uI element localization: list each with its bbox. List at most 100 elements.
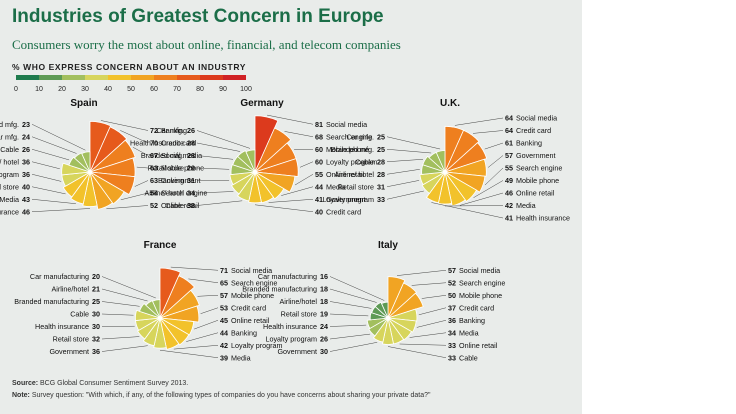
slice-name: Branded mfg. [141,151,184,160]
slice-value: 28 [377,157,385,166]
leader-line [386,136,441,150]
slice-label: Government 36 [49,347,100,356]
slice-label: Airline/ hotel 34 [144,189,195,198]
slice-car-manufacturing [151,299,161,319]
slice-label: Car manufacturing 20 [30,272,100,281]
slice-name: Loyalty program [322,195,374,204]
slice-label: Cable 38 [165,201,195,210]
slice-search-engine [387,282,417,319]
leader-line [196,130,251,149]
slice-name: Car mfg. [346,132,374,141]
slice-label: 70 Credit card [150,139,196,148]
slice-label: Health insurance 24 [263,322,328,331]
slice-label: Health insurance46 [0,207,30,216]
slice-label: 36 Banking [448,316,485,325]
slice-mobile-phone [159,289,200,319]
slice-value: 49 [505,176,513,185]
leader-line [329,333,371,340]
leader-line [170,266,219,271]
slice-label: 41 Health insurance [505,214,570,223]
slice-name: Retail store [281,310,317,319]
slice-online-retail [89,171,114,210]
leader-line [31,186,66,195]
slice-value: 70 [150,139,158,148]
slice-name: Cable [0,145,19,154]
leader-line [196,167,230,170]
note-line: Note: Survey question: "With which, if a… [12,392,430,399]
leader-line [194,320,219,330]
slice-label: Retail store 31 [338,182,385,191]
slice-social-media [159,267,181,319]
slice-label: 61 Banking [505,139,542,148]
slice-value: 25 [377,132,385,141]
slice-value: 26 [320,335,328,344]
slice-value: 61 [505,139,513,148]
slice-value: 81 [315,120,323,129]
leader-line [196,142,241,152]
slice-value: 23 [22,120,30,129]
leader-line [197,295,219,297]
slice-value: 64 [505,114,513,123]
slice-search-engine [254,127,292,173]
slice-value: 41 [315,195,323,204]
slice-label: 53 Credit card [220,303,266,312]
slice-car-mfg [73,152,91,173]
leader-line [386,190,424,200]
leader-line [431,202,504,219]
leader-line [196,200,243,206]
leader-line [459,192,504,206]
slice-label: Cable 30 [70,310,100,319]
leader-line [159,349,219,358]
slice-value: 44 [220,328,228,337]
slice-value: 60 [315,157,323,166]
source-label: Source: [12,380,39,387]
slice-value: 36 [22,170,30,179]
slice-search-engine [444,171,486,193]
slice-label: Cable 26 [0,145,30,154]
slice-label: Retail store 29 [148,164,195,173]
slice-value: 36 [448,316,456,325]
slice-government [372,317,389,343]
leader-line [186,332,219,342]
slice-cable [68,156,91,173]
leader-line [329,288,377,303]
slice-value: 30 [92,310,100,319]
leader-line [31,199,76,204]
slice-label: 46 Online retail [505,189,555,198]
leader-line [299,161,314,168]
leader-line [294,174,314,186]
scale-swatch [177,75,200,80]
leader-line [487,155,504,168]
slice-value: 55 [505,164,513,173]
chart-title: France [144,240,177,251]
slice-name: Airline/ hotel [334,170,374,179]
slice-value: 63 [150,176,158,185]
slice-value: 25 [92,297,100,306]
leader-line [200,307,219,314]
scale-tick: 60 [150,86,158,93]
slice-value: 40 [22,182,30,191]
slice-label: Health insurance 28 [130,139,195,148]
slice-label: 64 Credit card [505,126,551,135]
slice-search-engine [159,275,195,319]
note-text: Survey question: "With which, if any, of… [31,392,431,399]
slice-name: Branded mfg. [331,145,374,154]
slice-value: 34 [448,328,456,337]
slice-name: Government [516,151,556,160]
slice-name: Retail store [148,164,184,173]
slice-name: Car manufacturing [30,272,89,281]
leader-line [196,155,234,160]
leader-line [386,149,432,154]
leader-line [31,161,60,170]
leader-line [101,288,148,302]
leader-line [472,130,504,134]
slice-name: Social media [459,266,500,275]
leader-line [387,346,447,358]
slice-health-insurance [82,171,98,207]
slice-name: Car mfg. [156,126,184,135]
page-title: Industries of Greatest Concern in Europe [12,6,384,27]
slice-social-media [254,115,279,173]
source-line: Source: BCG Global Consumer Sentiment Su… [12,380,188,387]
slice-name: Media [516,201,536,210]
leader-line [329,313,369,317]
